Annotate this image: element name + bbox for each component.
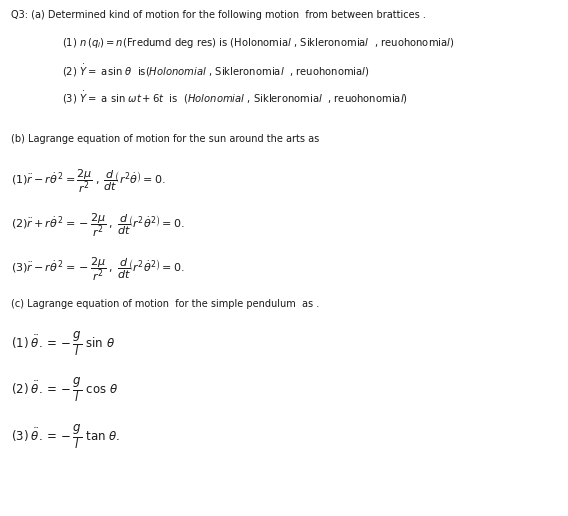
Text: $(2)\;\ddot{\theta}.= -\dfrac{g}{l}$ cos $\theta$: $(2)\;\ddot{\theta}.= -\dfrac{g}{l}$ cos… bbox=[11, 377, 118, 405]
Text: (2) $\dot{Y}=$ asin $\theta$  is$(Holonomia l$ , Sikleronomia$l$  , reuohonomia$: (2) $\dot{Y}=$ asin $\theta$ is$(Holonom… bbox=[62, 63, 370, 79]
Text: (c) Lagrange equation of motion  for the simple pendulum  as .: (c) Lagrange equation of motion for the … bbox=[11, 299, 320, 309]
Text: $(2)\ddot{r}+r\dot{\theta}^{\,2} = -\dfrac{2\mu}{r^2}\;,\;\dfrac{d}{dt}\!\left(r: $(2)\ddot{r}+r\dot{\theta}^{\,2} = -\dfr… bbox=[11, 212, 185, 239]
Text: $(3)\ddot{r}-r\dot{\theta}^{\,2} = -\dfrac{2\mu}{r^2}\;,\;\dfrac{d}{dt}\!\left(r: $(3)\ddot{r}-r\dot{\theta}^{\,2} = -\dfr… bbox=[11, 255, 185, 283]
Text: $(3)\;\ddot{\theta}.= -\dfrac{g}{l}$ tan $\theta.$: $(3)\;\ddot{\theta}.= -\dfrac{g}{l}$ tan… bbox=[11, 423, 120, 451]
Text: Q3: (a) Determined kind of motion for the following motion  from between brattic: Q3: (a) Determined kind of motion for th… bbox=[11, 10, 426, 20]
Text: $(1)\ddot{r}-r\dot{\theta}^{\,2} = \dfrac{2\mu}{r^2}\;,\;\dfrac{d}{dt}\!\left(r^: $(1)\ddot{r}-r\dot{\theta}^{\,2} = \dfra… bbox=[11, 168, 166, 195]
Text: (3) $\dot{Y}=$ a sin $\omega t+6t$  is  $(Holonomia l$ , Sikleronomia$l$  , reuo: (3) $\dot{Y}=$ a sin $\omega t+6t$ is $(… bbox=[62, 90, 408, 106]
Text: (1) $n\,(q_i)= n($Fredumd deg res$)$ is $($Holonomia$l$ , Sikleronomia$l$  , reu: (1) $n\,(q_i)= n($Fredumd deg res$)$ is … bbox=[62, 36, 455, 50]
Text: $(1)\;\ddot{\theta}.= -\dfrac{g}{l}$ sin $\theta$: $(1)\;\ddot{\theta}.= -\dfrac{g}{l}$ sin… bbox=[11, 330, 115, 358]
Text: (b) Lagrange equation of motion for the sun around the arts as: (b) Lagrange equation of motion for the … bbox=[11, 134, 320, 144]
